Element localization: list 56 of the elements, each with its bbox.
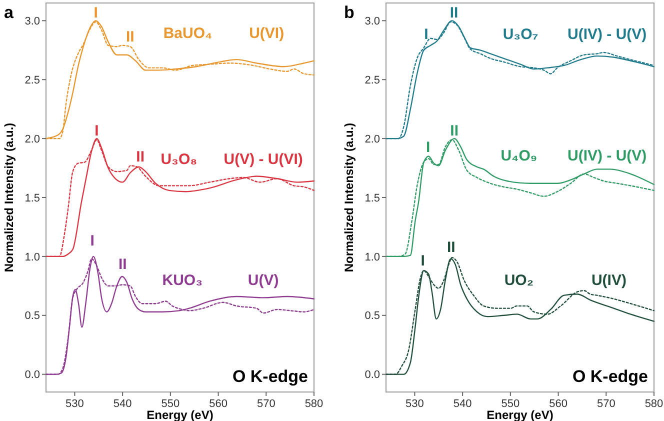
annotation: UO₂ [504,272,534,290]
y-tick-label: 1.5 [24,192,40,204]
x-tick-label: 540 [453,398,472,410]
x-tick-label: 580 [644,398,664,410]
y-tick-label: 2.0 [364,133,380,146]
annotation: U(IV) - U(V) [568,26,647,43]
annotation: II [450,4,458,22]
annotation: I [424,26,428,43]
y-tick-label: 1.5 [364,192,380,204]
annotation: U(IV) - U(V) [568,147,647,164]
y-tick-label: 1.0 [364,251,380,264]
annotation: II [136,148,145,166]
annotation: I [426,139,430,156]
chart-title: b [344,3,354,22]
annotation: II [126,28,134,46]
y-axis-title: Normalized Intensity (a.u.) [342,122,356,272]
y-tick-label: 0.0 [364,369,380,382]
annotation: U(VI) [249,24,284,42]
annotation: II [450,122,459,140]
annotation: U(V) - U(VI) [224,150,303,168]
annotation: KUO₃ [162,272,203,290]
annotation: U₄O₉ [500,147,538,164]
x-tick-label: 570 [596,398,616,410]
annotation: I [420,252,425,270]
x-tick-label: 550 [161,398,180,410]
x-tick-label: 560 [549,398,568,410]
annotation: U(IV) [591,272,626,290]
y-tick-label: 3.0 [24,16,40,28]
x-tick-label: 530 [66,398,84,410]
chart-title: a [4,3,14,22]
annotation: I [94,122,99,140]
y-tick-label: 2.5 [364,74,380,86]
y-tick-label: 0.5 [24,310,40,322]
annotation: U₃O₇ [502,26,538,43]
annotation: I [94,4,98,22]
y-tick-label: 1.0 [24,251,40,264]
annotation: U₃O₈ [160,150,198,168]
annotation: O K-edge [232,367,308,386]
x-tick-label: 530 [406,398,424,410]
y-tick-label: 0.5 [364,310,380,322]
annotation: II [446,239,456,256]
x-tick-label: 570 [256,398,276,410]
annotation: BaUO₄ [163,24,212,42]
annotation: I [90,232,94,250]
y-tick-label: 2.5 [24,74,40,86]
x-tick-label: 540 [113,398,132,410]
y-tick-label: 2.0 [24,133,40,146]
x-tick-label: 550 [501,398,520,410]
x-tick-label: 580 [304,398,324,410]
y-axis-title: Normalized Intensity (a.u.) [2,122,16,272]
annotation: II [118,256,127,273]
x-tick-label: 560 [209,398,228,410]
annotation: O K-edge [572,367,648,386]
annotation: U(V) [248,272,279,290]
y-tick-label: 0.0 [24,369,40,382]
y-tick-label: 3.0 [364,16,380,28]
